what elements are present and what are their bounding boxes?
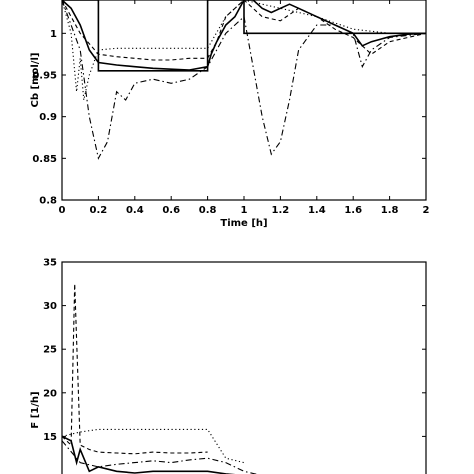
bottom-series-group	[62, 283, 258, 474]
top-series-line-5-dashdot	[62, 0, 426, 160]
top-x-tick-label: 0	[59, 205, 66, 216]
bot-y-tick-label: 15	[43, 432, 57, 443]
top-y-axis: 0.8 0.85 0.9 0.95 1	[32, 29, 426, 207]
top-x-tick-label: 2	[423, 205, 430, 216]
bot-y-tick-label: 35	[43, 258, 57, 269]
top-series-group	[62, 0, 426, 160]
top-x-tick-label: 0.2	[90, 205, 108, 216]
top-x-tick-label: 1.2	[272, 205, 290, 216]
top-x-axis-label: Time [h]	[220, 218, 267, 229]
bot-y-tick-label: 30	[43, 301, 57, 312]
top-x-tick-label: 1.6	[344, 205, 362, 216]
bot-series-line-1-solid	[62, 435, 236, 474]
bottom-plot-frame	[61, 261, 427, 474]
top-y-tick-label: 0.8	[39, 196, 57, 207]
bottom-y-axis: 101520253035	[43, 258, 426, 443]
bot-series-line-3-dotted	[62, 428, 245, 464]
bot-series-line-2-dashed	[62, 283, 208, 455]
top-x-tick-label: 1.8	[381, 205, 399, 216]
bottom-plot: 101520253035 F [1/h]	[30, 258, 427, 474]
bot-y-tick-label: 25	[43, 345, 57, 356]
top-x-tick-label: 0.6	[162, 205, 180, 216]
top-x-tick-label: 1.4	[308, 205, 326, 216]
top-y-tick-label: 0.9	[39, 112, 57, 123]
bot-series-line-4-dashdot	[62, 440, 258, 474]
top-x-axis: 0 0.2 0.4 0.6 0.8 1 1.2 1.4 1.6 1.8 2	[59, 0, 430, 216]
top-y-tick-label: 0.85	[32, 154, 57, 165]
top-x-tick-label: 0.4	[126, 205, 144, 216]
top-x-tick-label: 0.8	[199, 205, 217, 216]
top-series-line-2-solid	[62, 0, 426, 71]
top-x-tick-label: 1	[241, 205, 248, 216]
bottom-y-axis-label: F [1/h]	[30, 391, 41, 428]
top-series-line-1-setpoint	[62, 0, 426, 72]
top-plot: 0 0.2 0.4 0.6 0.8 1 1.2 1.4 1.6 1.8 2 0.80.850.90.…	[30, 0, 430, 229]
top-series-line-4-dotted	[62, 0, 426, 101]
top-y-tick-label: 0.95	[32, 71, 57, 82]
bot-y-tick-label: 20	[43, 388, 57, 399]
top-y-axis-label: Cb [mol/l]	[30, 53, 41, 108]
top-y-tick-label: 1	[50, 29, 57, 40]
